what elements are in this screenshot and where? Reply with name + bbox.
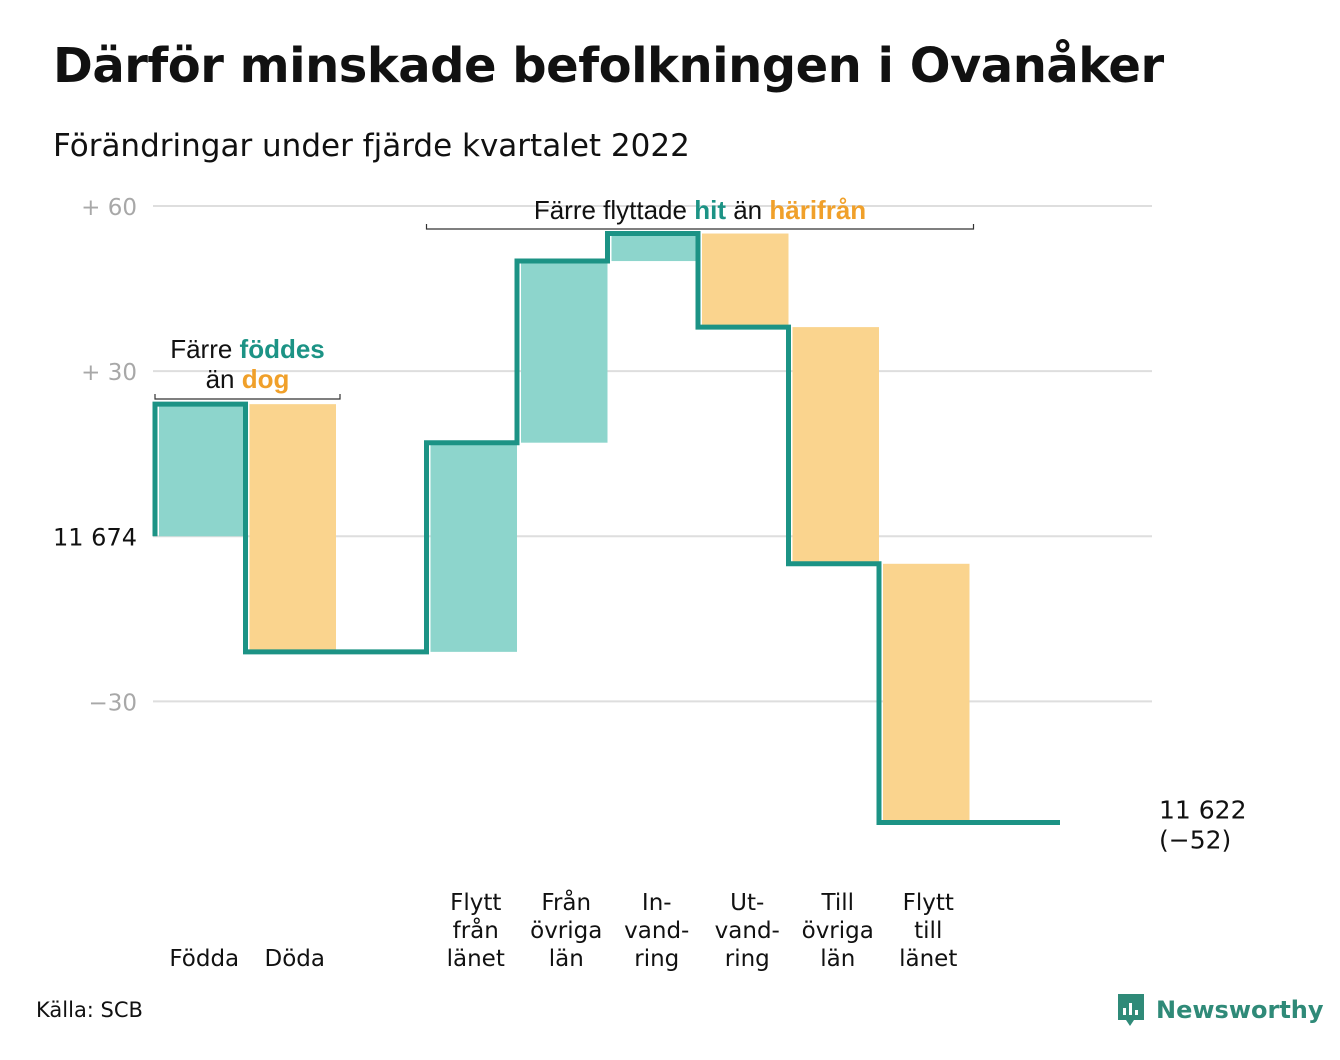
chart-subtitle: Förändringar under fjärde kvartalet 2022 (53, 128, 690, 164)
x-axis-label: övriga (802, 918, 874, 944)
x-axis-label: länet (899, 946, 957, 972)
x-axis-label: vand- (624, 918, 689, 944)
brand-name: Newsworthy (1156, 996, 1324, 1024)
bar-increase (430, 442, 517, 652)
x-axis-labels: Födda DödaFlyttfrånlänetFrånövrigalänIn-v… (169, 888, 957, 972)
annotation-segment: dog (242, 364, 290, 394)
x-axis-label: övriga (530, 918, 602, 944)
bars (159, 233, 970, 823)
x-axis-label: län (549, 946, 584, 972)
x-axis-label: In- (642, 890, 672, 916)
brand-logo: Newsworthy (1116, 992, 1324, 1028)
annotation-segment: föddes (240, 334, 325, 364)
annotation-bracket (425, 224, 975, 230)
gridlines (153, 205, 1152, 703)
x-axis-label: Från (541, 888, 591, 916)
x-axis-label: Flytt (450, 890, 501, 916)
x-axis-label: till (914, 918, 942, 944)
y-axis-ticks: + 60 + 30 −30 11 674 (53, 195, 137, 716)
cumulative-step-line (152, 231, 1060, 825)
annotation-segment: hit (694, 195, 726, 225)
x-axis-label: Döda (265, 946, 325, 972)
bar-increase (521, 261, 608, 443)
annotation-segment: härifrån (769, 195, 866, 225)
end-change-label: (−52) (1159, 825, 1231, 854)
y-tick-label: + 30 (81, 360, 137, 386)
bar-decrease (702, 233, 789, 328)
annotation-text: Färre flyttade hit än härifrån (534, 195, 866, 225)
newsworthy-logo-icon (1118, 994, 1144, 1026)
bar-increase (611, 233, 698, 262)
x-axis-label: Ut- (730, 890, 764, 916)
x-axis-label: Födda (169, 946, 239, 972)
x-axis-label: vand- (715, 918, 780, 944)
x-axis-label: ring (634, 946, 679, 972)
start-value-label: 11 674 (53, 523, 137, 551)
annotation-text: än dog (206, 364, 290, 394)
bar-increase (159, 404, 246, 537)
annotation-segment: än (206, 364, 242, 394)
source-note: Källa: SCB (36, 998, 143, 1022)
x-axis-label: från (453, 916, 499, 944)
end-labels: 11 622(−52) (1159, 795, 1246, 854)
x-axis-label: Flytt (903, 890, 954, 916)
annotation-segment: än (726, 195, 769, 225)
annotation-segment: Färre (170, 334, 239, 364)
annotation-segment: Färre flyttade (534, 195, 694, 225)
x-axis-label: ring (725, 946, 770, 972)
bar-decrease (792, 327, 879, 564)
bar-decrease (883, 563, 970, 823)
x-axis-label: Till (820, 890, 854, 916)
chart-title: Därför minskade befolkningen i Ovanåker (53, 38, 1164, 94)
step-line-path (152, 231, 1060, 825)
y-tick-label: −30 (88, 690, 137, 716)
x-axis-label: länet (447, 946, 505, 972)
end-value-label: 11 622 (1159, 795, 1246, 824)
bar-decrease (249, 404, 336, 652)
annotation-text: Färre föddes (170, 334, 325, 364)
y-tick-label: + 60 (81, 195, 137, 221)
x-axis-label: län (820, 946, 855, 972)
annotation-bracket (154, 394, 341, 400)
